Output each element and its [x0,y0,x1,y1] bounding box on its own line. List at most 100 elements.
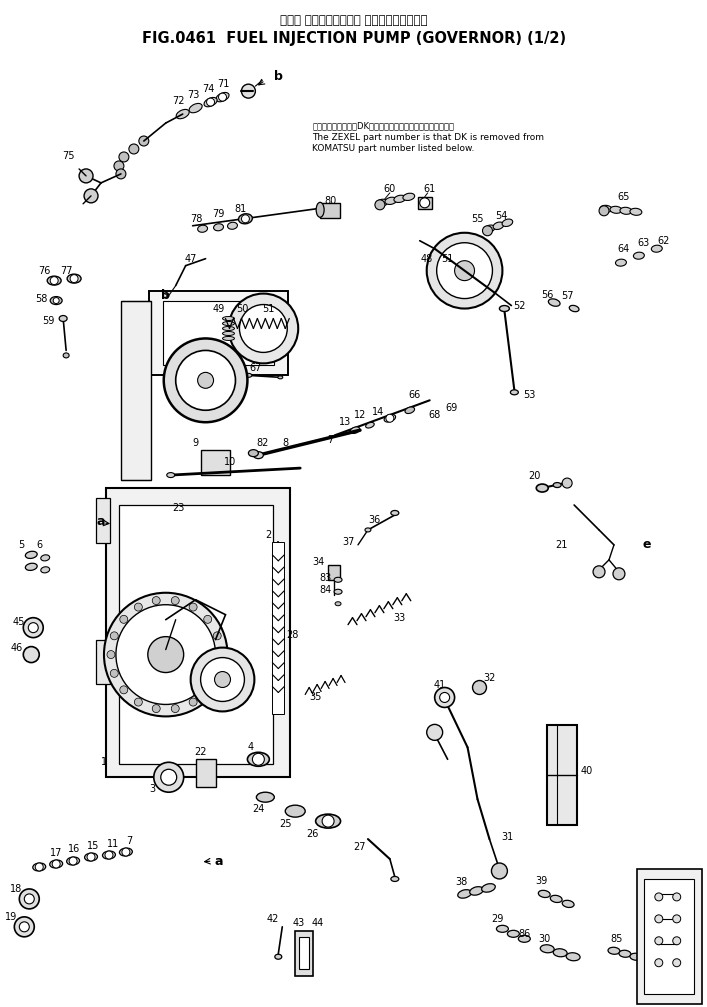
Text: 49: 49 [212,303,225,313]
Text: 75: 75 [62,151,74,161]
Ellipse shape [275,955,282,960]
Ellipse shape [394,195,406,202]
Text: 68: 68 [428,410,440,420]
Text: 17: 17 [50,848,62,858]
Text: 38: 38 [455,877,468,887]
Ellipse shape [49,860,63,868]
Circle shape [122,848,130,856]
Circle shape [655,915,662,922]
Circle shape [191,648,255,711]
Text: 46: 46 [10,642,23,653]
Text: 35: 35 [309,693,322,703]
Text: 54: 54 [495,210,508,221]
Circle shape [655,937,662,945]
Text: 3: 3 [150,784,156,795]
Text: 83: 83 [319,573,332,583]
Text: 64: 64 [618,244,630,254]
Text: 47: 47 [185,254,197,264]
Ellipse shape [496,925,508,932]
Ellipse shape [85,853,98,861]
Text: 86: 86 [518,928,530,939]
Text: 50: 50 [236,303,249,313]
Ellipse shape [204,98,217,107]
Bar [644,879,694,994]
Text: 37: 37 [341,537,354,547]
Circle shape [491,863,508,879]
Ellipse shape [223,326,235,330]
Text: 79: 79 [212,208,225,219]
Circle shape [252,753,264,765]
Bar [272,542,284,714]
Circle shape [204,615,211,623]
Ellipse shape [518,936,530,943]
Ellipse shape [228,223,238,230]
Text: 29: 29 [491,913,503,923]
Text: FIG.0461  FUEL INJECTION PUMP (GOVERNOR) (1/2): FIG.0461 FUEL INJECTION PUMP (GOVERNOR) … [142,31,566,46]
Ellipse shape [550,895,562,902]
Text: 7: 7 [327,435,333,445]
Circle shape [129,144,139,154]
Text: 85: 85 [611,933,623,944]
Ellipse shape [569,305,579,312]
Text: 31: 31 [501,832,513,842]
Text: 55: 55 [472,213,484,224]
Text: 65: 65 [618,192,630,201]
Text: 59: 59 [42,315,54,325]
Ellipse shape [278,376,283,379]
Text: 76: 76 [38,266,50,276]
Ellipse shape [493,222,504,230]
Text: 33: 33 [394,612,406,622]
Text: 28: 28 [286,629,298,639]
Text: 11: 11 [107,839,119,849]
Ellipse shape [600,205,612,212]
Circle shape [134,698,142,706]
Ellipse shape [469,887,484,895]
Circle shape [171,705,180,713]
Text: 40: 40 [581,766,593,776]
Bar [119,505,274,764]
Text: 51: 51 [441,254,454,264]
Circle shape [79,169,93,183]
Circle shape [69,857,77,865]
Circle shape [152,705,160,713]
Text: 10: 10 [224,457,237,467]
Circle shape [322,815,334,827]
Circle shape [562,478,572,488]
Ellipse shape [620,207,632,214]
Circle shape [440,693,450,703]
Ellipse shape [391,876,399,881]
Ellipse shape [538,890,550,897]
Bar [299,937,309,969]
Circle shape [35,863,43,871]
Circle shape [119,615,128,623]
Text: 26: 26 [306,829,318,839]
Circle shape [176,350,235,410]
Circle shape [116,605,216,705]
Circle shape [673,915,681,922]
Circle shape [105,851,113,859]
Text: 16: 16 [68,844,80,854]
Text: 9: 9 [192,438,199,448]
Text: 22: 22 [194,747,207,757]
Ellipse shape [25,563,37,570]
Circle shape [673,893,681,901]
Bar [96,639,110,685]
Ellipse shape [457,889,472,898]
Text: 20: 20 [528,471,540,481]
Ellipse shape [335,602,341,606]
Text: 60: 60 [384,184,396,194]
Circle shape [24,894,34,904]
Text: 62: 62 [658,236,670,246]
Bar [320,202,340,218]
Bar [201,450,230,475]
Ellipse shape [385,197,397,204]
Circle shape [152,596,160,604]
Circle shape [28,622,38,632]
Text: 69: 69 [445,403,457,413]
Text: 61: 61 [423,184,436,194]
Ellipse shape [553,482,561,487]
Ellipse shape [216,93,229,102]
Ellipse shape [59,315,67,321]
Ellipse shape [189,104,202,113]
Bar [328,565,340,580]
